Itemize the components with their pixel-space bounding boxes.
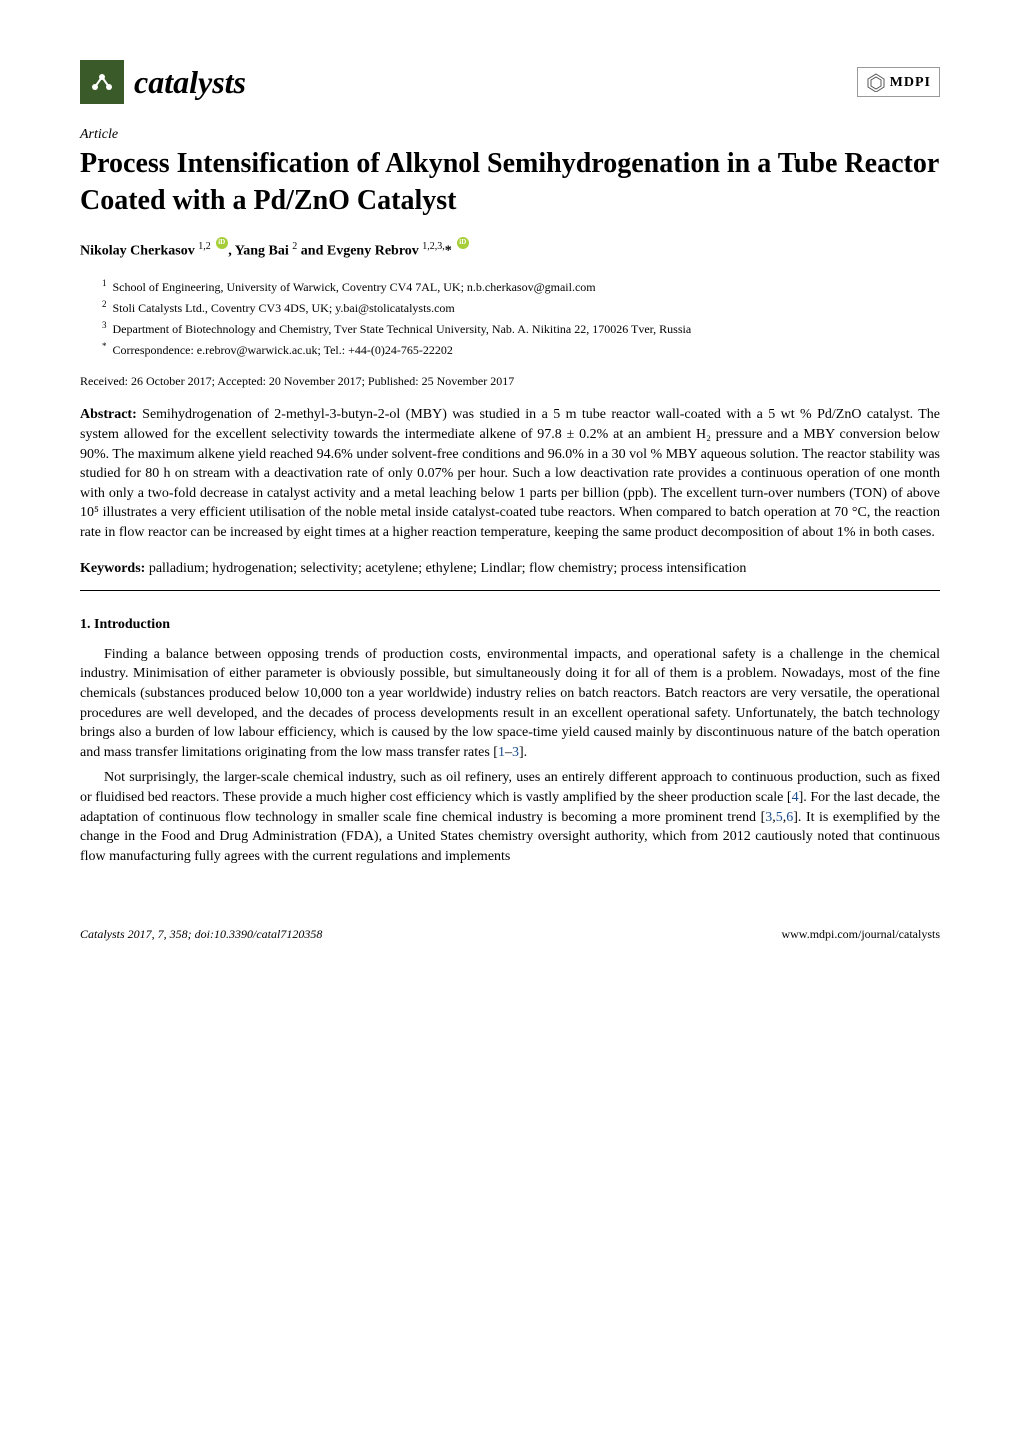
footer-citation: Catalysts 2017, 7, 358; doi:10.3390/cata… [80,926,322,943]
abstract-text: Semihydrogenation of 2-methyl-3-butyn-2-… [80,407,940,540]
affiliations: 1School of Engineering, University of Wa… [102,277,940,358]
page-footer: Catalysts 2017, 7, 358; doi:10.3390/cata… [80,926,940,943]
publisher-logo: MDPI [857,67,940,97]
publisher-name: MDPI [890,73,931,93]
body-paragraph: Not surprisingly, the larger-scale chemi… [80,768,940,866]
keywords: Keywords: palladium; hydrogenation; sele… [80,559,940,579]
affiliation-line: 2Stoli Catalysts Ltd., Coventry CV3 4DS,… [102,298,940,317]
authors: Nikolay Cherkasov 1,2 , Yang Bai 2 and E… [80,237,940,261]
publication-dates: Received: 26 October 2017; Accepted: 20 … [80,373,940,390]
abstract: Abstract: Semihydrogenation of 2-methyl-… [80,405,940,542]
journal-logo: catalysts [80,60,246,105]
affiliation-line: 3Department of Biotechnology and Chemist… [102,319,940,338]
header-row: catalysts MDPI [80,60,940,105]
article-type: Article [80,125,940,145]
footer-url: www.mdpi.com/journal/catalysts [781,926,940,943]
keywords-text: palladium; hydrogenation; selectivity; a… [149,561,747,576]
affiliation-line: 1School of Engineering, University of Wa… [102,277,940,296]
abstract-label: Abstract: [80,407,137,422]
section-divider [80,590,940,591]
affiliation-line: *Correspondence: e.rebrov@warwick.ac.uk;… [102,340,940,359]
keywords-label: Keywords: [80,561,145,576]
article-title: Process Intensification of Alkynol Semih… [80,146,940,219]
body-paragraph: Finding a balance between opposing trend… [80,645,940,763]
journal-name: catalysts [134,60,246,105]
body-text: Finding a balance between opposing trend… [80,645,940,867]
mdpi-icon [866,72,886,92]
section-heading: 1. Introduction [80,615,940,635]
journal-logo-icon [80,60,124,104]
